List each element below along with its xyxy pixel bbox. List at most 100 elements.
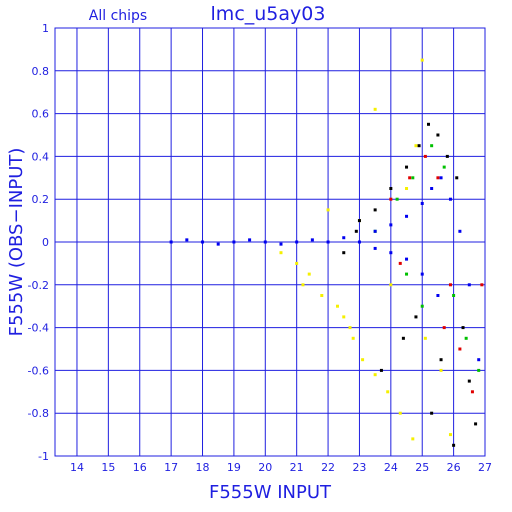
data-point	[342, 236, 346, 240]
data-point	[185, 238, 189, 242]
data-point	[405, 165, 409, 169]
data-point	[477, 368, 481, 372]
data-point	[439, 176, 443, 180]
data-point	[389, 283, 393, 287]
data-point	[452, 443, 456, 447]
data-point	[401, 336, 405, 340]
x-tick-label: 20	[258, 461, 272, 474]
data-point	[389, 197, 393, 201]
data-point	[405, 272, 409, 276]
data-point	[455, 176, 459, 180]
y-tick-label: -0.2	[28, 279, 49, 292]
y-tick-label: 0.8	[32, 65, 50, 78]
data-point	[430, 187, 434, 190]
x-tick-label: 16	[133, 461, 147, 474]
chart-subtitle: All chips	[89, 8, 147, 24]
grid-lines	[55, 27, 486, 457]
data-point	[320, 294, 324, 297]
y-tick-label: 1	[42, 22, 49, 35]
data-point	[354, 229, 358, 233]
data-point	[436, 294, 440, 297]
x-tick-label: 18	[196, 461, 210, 474]
data-point	[458, 229, 462, 233]
data-point	[326, 240, 330, 244]
data-point	[411, 437, 415, 441]
x-tick-label: 25	[415, 461, 429, 474]
data-point	[430, 144, 434, 148]
data-point	[417, 144, 421, 148]
data-point	[461, 326, 465, 330]
data-point	[263, 240, 267, 244]
data-point	[248, 238, 252, 242]
y-tick-label: -0.8	[28, 407, 49, 420]
data-point	[373, 208, 377, 212]
data-point	[395, 197, 399, 201]
data-point	[427, 122, 431, 126]
data-point	[169, 240, 173, 244]
data-point	[216, 242, 220, 246]
data-point	[480, 283, 484, 287]
data-point	[326, 208, 330, 212]
data-point	[477, 358, 481, 362]
data-point	[423, 336, 427, 340]
data-point	[420, 304, 424, 308]
data-point	[398, 411, 402, 415]
data-point	[414, 315, 418, 319]
data-point	[405, 257, 409, 261]
data-point	[436, 133, 440, 137]
data-point	[474, 422, 478, 426]
data-point	[436, 176, 440, 180]
data-point	[361, 358, 365, 362]
y-tick-label: -0.4	[28, 322, 49, 335]
data-point	[398, 261, 402, 265]
data-point	[448, 197, 452, 201]
x-tick-label: 21	[290, 461, 304, 474]
data-point	[448, 283, 452, 287]
data-point	[348, 326, 352, 330]
data-point	[452, 294, 456, 297]
x-tick-label: 22	[321, 461, 335, 474]
data-point	[470, 390, 474, 394]
data-point	[386, 390, 390, 394]
data-point	[442, 326, 446, 330]
x-tick-label: 19	[227, 461, 241, 474]
y-tick-label: -1	[38, 450, 49, 463]
data-point	[458, 347, 462, 351]
x-tick-label: 26	[447, 461, 461, 474]
data-point	[301, 283, 305, 287]
data-point	[357, 219, 361, 223]
data-point	[342, 315, 346, 319]
data-point	[389, 187, 393, 190]
data-point	[405, 187, 409, 190]
data-point	[414, 144, 418, 148]
data-point	[201, 240, 205, 244]
data-point	[420, 58, 424, 62]
data-point	[467, 283, 471, 287]
data-point	[445, 154, 449, 158]
data-point	[373, 107, 377, 111]
data-point	[232, 240, 236, 244]
data-point	[423, 154, 427, 158]
x-tick-label: 15	[101, 461, 115, 474]
data-point	[439, 358, 443, 362]
y-tick-label: 0.6	[32, 108, 50, 121]
x-axis-label: F555W INPUT	[209, 482, 332, 503]
data-points	[169, 58, 484, 447]
data-point	[357, 240, 361, 244]
x-tick-label: 24	[384, 461, 398, 474]
y-tick-label: 0.2	[32, 193, 50, 206]
data-point	[389, 223, 393, 227]
x-tick-label: 17	[164, 461, 178, 474]
data-point	[408, 176, 412, 180]
axis-ticks: 14 15 16 17 18 19 20 21 22 23 24 25 26 27 -1 -0.8 -0.6 -0…	[28, 22, 492, 474]
data-point	[379, 368, 383, 372]
x-tick-label: 14	[70, 461, 84, 474]
data-point	[335, 304, 339, 308]
data-point	[467, 379, 471, 383]
data-point	[411, 176, 415, 180]
data-point	[442, 165, 446, 169]
data-point	[439, 368, 443, 372]
data-point	[307, 272, 311, 276]
data-point	[310, 238, 314, 242]
